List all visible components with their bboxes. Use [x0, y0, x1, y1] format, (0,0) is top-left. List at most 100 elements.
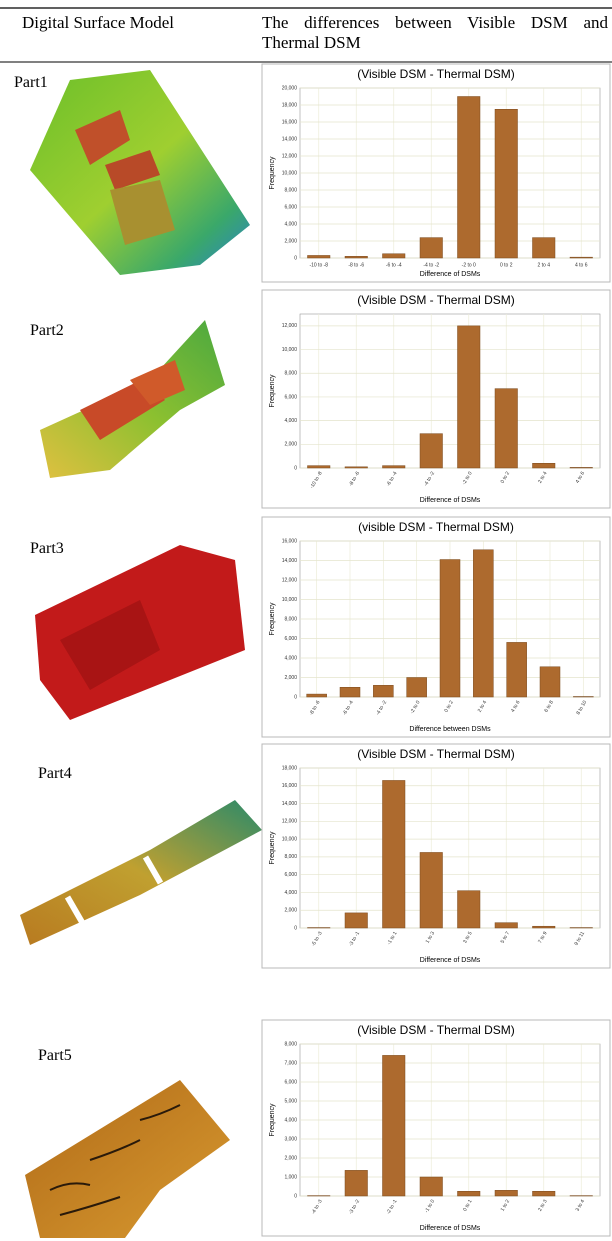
chart-title: (visible DSM - Thermal DSM)	[358, 520, 514, 534]
bar	[507, 642, 527, 697]
y-tick-label: 8,000	[284, 854, 297, 860]
header-cell: The differences between Visible DSM and …	[262, 13, 608, 53]
dsm-image	[25, 1080, 230, 1238]
y-axis-label: Frequency	[269, 374, 276, 408]
y-tick-label: 18,000	[282, 102, 298, 108]
bar	[420, 238, 443, 258]
bar	[495, 109, 518, 258]
y-tick-label: 0	[294, 925, 297, 931]
y-tick-label: 12,000	[282, 153, 298, 159]
dsm-image	[35, 545, 245, 720]
y-tick-label: 8,000	[284, 187, 297, 193]
x-axis-label: Difference of DSMs	[420, 1225, 481, 1232]
y-tick-label: 20,000	[282, 85, 298, 91]
dsm-image	[30, 70, 250, 275]
y-tick-label: 10,000	[282, 170, 298, 176]
y-tick-label: 7,000	[284, 1060, 297, 1066]
row-label: Part5	[38, 1047, 72, 1065]
y-tick-label: 2,000	[284, 908, 297, 914]
bar	[458, 326, 481, 468]
bar	[570, 467, 593, 468]
y-tick-label: 4,000	[284, 221, 297, 227]
bar	[307, 694, 327, 697]
bar	[420, 852, 443, 928]
y-tick-label: 10,000	[282, 347, 298, 353]
plot-area	[300, 768, 600, 928]
bar	[570, 257, 593, 258]
x-tick-label: -4 to -2	[423, 262, 439, 268]
bar	[373, 685, 393, 697]
chart-title: (Visible DSM - Thermal DSM)	[357, 293, 515, 307]
bar	[407, 678, 427, 698]
y-tick-label: 2,000	[284, 675, 297, 681]
x-tick-label: -8 to -6	[348, 262, 364, 268]
bar	[420, 434, 443, 468]
bar	[458, 1191, 481, 1196]
plot-area	[300, 314, 600, 468]
y-tick-label: 14,000	[282, 136, 298, 142]
y-tick-label: 4,000	[284, 890, 297, 896]
y-tick-label: 6,000	[284, 872, 297, 878]
y-tick-label: 8,000	[284, 1041, 297, 1047]
y-tick-label: 3,000	[284, 1136, 297, 1142]
bar	[308, 466, 331, 468]
x-axis-label: Difference of DSMs	[420, 497, 481, 504]
row-label: Part2	[30, 322, 64, 340]
y-tick-label: 8,000	[284, 371, 297, 377]
y-tick-label: 6,000	[284, 394, 297, 400]
bar	[345, 256, 368, 258]
bar	[533, 238, 556, 258]
bar	[495, 389, 518, 468]
x-tick-label: 0 to 2	[500, 262, 513, 268]
y-tick-label: 6,000	[284, 636, 297, 642]
y-axis-label: Frequency	[269, 831, 276, 865]
page: (Visible DSM - Thermal DSM) 0 2,000 4,000 6,…	[0, 0, 612, 1241]
dsm-image	[40, 320, 225, 478]
header-cell: Digital Surface Model	[22, 13, 174, 33]
bar	[458, 97, 481, 259]
y-tick-label: 0	[294, 1193, 297, 1199]
y-tick-label: 14,000	[282, 558, 298, 564]
bar	[495, 1190, 518, 1196]
y-axis-label: Frequency	[269, 1103, 276, 1137]
x-tick-label: -2 to 0	[462, 262, 476, 268]
x-tick-label: -6 to -4	[386, 262, 402, 268]
y-tick-label: 12,000	[282, 323, 298, 329]
table-svg: (Visible DSM - Thermal DSM) 0 2,000 4,000 6,…	[0, 0, 612, 1241]
y-tick-label: 18,000	[282, 765, 298, 771]
dsm-image	[20, 800, 262, 945]
chart-title: (Visible DSM - Thermal DSM)	[357, 1023, 515, 1037]
y-axis-label: Frequency	[269, 156, 276, 190]
y-tick-label: 16,000	[282, 783, 298, 789]
bar	[383, 466, 406, 468]
y-tick-label: 0	[294, 465, 297, 471]
y-axis-label: Frequency	[269, 602, 276, 636]
bar	[308, 255, 331, 258]
y-tick-label: 12,000	[282, 819, 298, 825]
bar	[533, 1191, 556, 1196]
y-tick-label: 0	[294, 694, 297, 700]
bar	[540, 667, 560, 697]
bar	[495, 923, 518, 928]
y-tick-label: 10,000	[282, 836, 298, 842]
y-tick-label: 16,000	[282, 119, 298, 125]
y-tick-label: 4,000	[284, 655, 297, 661]
bar	[345, 1170, 368, 1196]
y-tick-label: 4,000	[284, 1117, 297, 1123]
bar	[383, 1055, 406, 1196]
y-tick-label: 6,000	[284, 204, 297, 210]
chart-title: (Visible DSM - Thermal DSM)	[357, 67, 515, 81]
y-tick-label: 2,000	[284, 238, 297, 244]
bar	[345, 467, 368, 468]
bar	[533, 926, 556, 928]
y-tick-label: 10,000	[282, 597, 298, 603]
bar	[383, 254, 406, 258]
y-tick-label: 2,000	[284, 442, 297, 448]
x-axis-label: Difference between DSMs	[409, 726, 491, 733]
row-label: Part3	[30, 540, 64, 558]
chart-title: (Visible DSM - Thermal DSM)	[357, 747, 515, 761]
x-tick-label: 4 to 6	[575, 262, 588, 268]
y-tick-label: 5,000	[284, 1098, 297, 1104]
x-tick-label: 2 to 4	[537, 262, 550, 268]
y-tick-label: 12,000	[282, 577, 298, 583]
